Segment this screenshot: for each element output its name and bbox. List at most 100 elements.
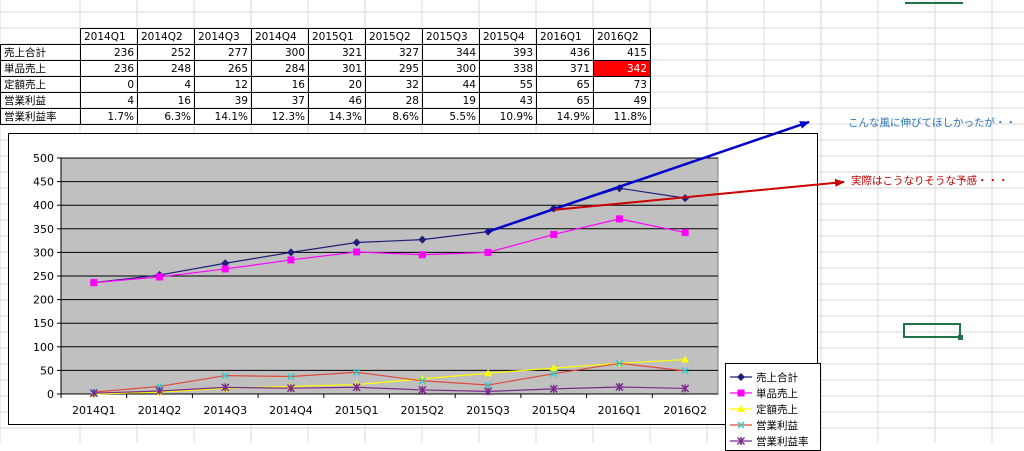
series-line bbox=[93, 218, 686, 284]
chart-legend[interactable]: 売上合計 単品売上 定額売上 営業利益営業利益率 bbox=[725, 363, 821, 451]
table-cell[interactable]: 236 bbox=[80, 60, 138, 77]
column-header[interactable]: 2014Q2 bbox=[137, 28, 195, 45]
column-header[interactable]: 2015Q3 bbox=[422, 28, 480, 45]
legend-entry[interactable]: 営業利益率 bbox=[730, 433, 816, 449]
table-cell[interactable]: 8.6% bbox=[365, 108, 423, 125]
legend-entry[interactable]: 単品売上 bbox=[730, 385, 816, 401]
x-tick-label: 2016Q2 bbox=[663, 404, 707, 417]
table-cell[interactable]: 300 bbox=[422, 60, 480, 77]
data-point bbox=[550, 370, 558, 378]
table-cell[interactable]: 436 bbox=[536, 44, 594, 61]
table-cell[interactable]: 252 bbox=[137, 44, 195, 61]
row-label[interactable]: 定額売上 bbox=[0, 76, 81, 93]
row-label[interactable]: 営業利益 bbox=[0, 92, 81, 109]
table-cell[interactable]: 11.8% bbox=[593, 108, 651, 125]
data-point bbox=[155, 386, 164, 396]
data-point bbox=[352, 238, 361, 247]
data-table: 2014Q1 2014Q2 2014Q3 2014Q4 2015Q1 2015Q2 2015… bbox=[0, 28, 651, 125]
table-cell[interactable]: 344 bbox=[422, 44, 480, 61]
fill-handle[interactable] bbox=[958, 335, 963, 340]
legend-entry[interactable]: 定額売上 bbox=[730, 401, 816, 417]
expected-trend-arrow bbox=[553, 178, 845, 211]
y-tick-label: 0 bbox=[47, 388, 54, 401]
legend-entry[interactable]: 売上合計 bbox=[730, 369, 816, 385]
data-point bbox=[418, 251, 426, 259]
table-cell[interactable]: 4 bbox=[137, 76, 195, 93]
highlighted-cell[interactable]: 342 bbox=[593, 60, 651, 77]
selected-cell[interactable] bbox=[903, 323, 961, 338]
table-cell[interactable]: 49 bbox=[593, 92, 651, 109]
line-chart: 0 50 100 150 200 250 300 350 400 450 500 2014Q1 2014… bbox=[33, 120, 845, 417]
table-cell[interactable]: 277 bbox=[194, 44, 252, 61]
table-cell[interactable]: 265 bbox=[194, 60, 252, 77]
chart-area[interactable]: 0 50 100 150 200 250 300 350 400 450 500 2014Q1 2014… bbox=[8, 120, 845, 451]
data-point bbox=[90, 279, 98, 287]
table-cell[interactable]: 39 bbox=[194, 92, 252, 109]
row-label[interactable]: 単品売上 bbox=[0, 60, 81, 77]
table-cell[interactable]: 0 bbox=[80, 76, 138, 93]
table-cell[interactable]: 16 bbox=[251, 76, 309, 93]
table-cell[interactable]: 371 bbox=[536, 60, 594, 77]
table-cell[interactable]: 300 bbox=[251, 44, 309, 61]
table-cell[interactable]: 4 bbox=[80, 92, 138, 109]
x-tick-label: 2015Q3 bbox=[466, 404, 510, 417]
column-header[interactable]: 2015Q1 bbox=[308, 28, 366, 45]
table-cell[interactable]: 10.9% bbox=[479, 108, 537, 125]
table-cell[interactable]: 37 bbox=[251, 92, 309, 109]
table-cell[interactable]: 46 bbox=[308, 92, 366, 109]
data-point bbox=[286, 248, 295, 257]
legend-entry[interactable]: 営業利益 bbox=[730, 417, 816, 433]
data-point bbox=[353, 368, 361, 376]
column-header[interactable]: 2014Q4 bbox=[251, 28, 309, 45]
legend-swatch bbox=[730, 389, 752, 397]
table-cell[interactable]: 321 bbox=[308, 44, 366, 61]
data-point bbox=[681, 367, 689, 375]
table-cell[interactable]: 393 bbox=[479, 44, 537, 61]
table-cell[interactable]: 327 bbox=[365, 44, 423, 61]
table-cell[interactable]: 20 bbox=[308, 76, 366, 93]
y-tick-label: 300 bbox=[33, 246, 54, 259]
column-header[interactable]: 2014Q3 bbox=[194, 28, 252, 45]
table-row: 定額売上 0 4 12 16 20 32 44 55 65 73 bbox=[0, 76, 651, 93]
data-point bbox=[615, 359, 623, 367]
table-cell[interactable]: 44 bbox=[422, 76, 480, 93]
row-label[interactable]: 営業利益率 bbox=[0, 108, 81, 125]
data-point bbox=[221, 383, 230, 392]
table-cell[interactable]: 55 bbox=[479, 76, 537, 93]
table-cell[interactable]: 32 bbox=[365, 76, 423, 93]
table-cell[interactable]: 19 bbox=[422, 92, 480, 109]
column-header[interactable]: 2016Q1 bbox=[536, 28, 594, 45]
table-cell[interactable]: 236 bbox=[80, 44, 138, 61]
data-point bbox=[681, 355, 690, 363]
table-cell[interactable]: 28 bbox=[365, 92, 423, 109]
legend-label: 営業利益率 bbox=[756, 435, 809, 448]
legend-swatch bbox=[730, 421, 752, 429]
table-cell[interactable]: 65 bbox=[536, 76, 594, 93]
table-cell[interactable]: 12 bbox=[194, 76, 252, 93]
table-cell[interactable]: 6.3% bbox=[137, 108, 195, 125]
table-cell[interactable]: 12.3% bbox=[251, 108, 309, 125]
table-cell[interactable]: 73 bbox=[593, 76, 651, 93]
table-cell[interactable]: 14.1% bbox=[194, 108, 252, 125]
table-cell[interactable]: 43 bbox=[479, 92, 537, 109]
column-header[interactable]: 2015Q2 bbox=[365, 28, 423, 45]
table-cell[interactable]: 295 bbox=[365, 60, 423, 77]
row-label[interactable]: 売上合計 bbox=[0, 44, 81, 61]
column-header[interactable]: 2015Q4 bbox=[479, 28, 537, 45]
table-cell[interactable]: 284 bbox=[251, 60, 309, 77]
table-cell[interactable]: 16 bbox=[137, 92, 195, 109]
table-cell[interactable]: 301 bbox=[308, 60, 366, 77]
table-cell[interactable]: 415 bbox=[593, 44, 651, 61]
legend-swatch bbox=[730, 373, 752, 381]
column-header[interactable]: 2016Q2 bbox=[593, 28, 651, 45]
table-cell[interactable]: 5.5% bbox=[422, 108, 480, 125]
column-header[interactable]: 2014Q1 bbox=[80, 28, 138, 45]
table-cell[interactable]: 14.3% bbox=[308, 108, 366, 125]
table-cell[interactable]: 338 bbox=[479, 60, 537, 77]
table-cell[interactable]: 1.7% bbox=[80, 108, 138, 125]
header-corner[interactable] bbox=[1, 29, 81, 45]
header-row: 2014Q1 2014Q2 2014Q3 2014Q4 2015Q1 2015Q2 2015… bbox=[1, 28, 651, 45]
table-cell[interactable]: 248 bbox=[137, 60, 195, 77]
table-cell[interactable]: 14.9% bbox=[536, 108, 594, 125]
table-cell[interactable]: 65 bbox=[536, 92, 594, 109]
